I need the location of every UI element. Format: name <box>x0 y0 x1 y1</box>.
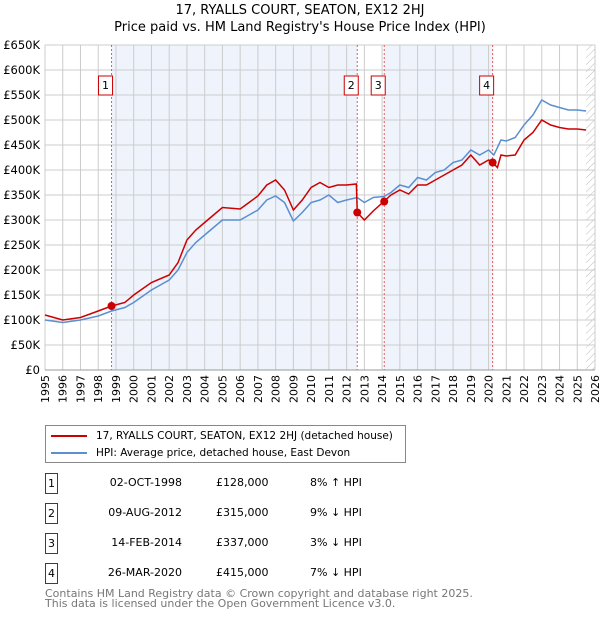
x-tick-label: 2025 <box>571 375 584 403</box>
sale-row: 2 09-AUG-2012 £315,000 9% ↓ HPI <box>45 503 445 524</box>
sale-price: £415,000 <box>216 566 269 579</box>
chart-subtitle: Price paid vs. HM Land Registry's House … <box>114 20 486 35</box>
y-tick-label: £400K <box>3 163 40 177</box>
sale-number: 3 <box>45 533 58 554</box>
y-tick-label: £300K <box>3 213 40 227</box>
x-tick-label: 2026 <box>589 375 600 403</box>
price-chart: 1 2 3 4 1995 1996 1997 1998 1999 2000 2001 2002 2003… <box>3 38 600 403</box>
x-tick-label: 2004 <box>199 375 212 403</box>
sale-point <box>380 197 389 206</box>
y-tick-label: £250K <box>3 238 40 252</box>
x-tick-label: 1995 <box>39 375 52 403</box>
sale-date: 14-FEB-2014 <box>111 536 182 549</box>
footer-line-2: This data is licensed under the Open Gov… <box>45 597 396 610</box>
y-tick-label: £150K <box>3 288 40 302</box>
sale-label: 3 <box>375 79 382 92</box>
sale-number: 4 <box>45 563 58 584</box>
forecast-hatch <box>586 45 595 370</box>
x-tick-label: 2021 <box>500 375 513 403</box>
sale-date: 02-OCT-1998 <box>109 476 182 489</box>
x-tick-label: 2015 <box>394 375 407 403</box>
x-tick-label: 2000 <box>128 375 141 403</box>
x-tick-label: 2016 <box>412 375 425 403</box>
sale-number: 1 <box>45 473 58 494</box>
sale-point <box>107 302 116 310</box>
shaded-ownership-period <box>111 45 358 370</box>
y-tick-label: £450K <box>3 138 40 152</box>
chart-title: 17, RYALLS COURT, SEATON, EX12 2HJ <box>175 3 425 18</box>
sale-label-box <box>370 75 386 96</box>
hpi-line <box>44 98 587 324</box>
footer-line-1: Contains HM Land Registry data © Crown c… <box>45 587 473 600</box>
legend-swatch-hpi <box>51 452 87 454</box>
x-tick-label: 2024 <box>554 375 567 403</box>
x-tick-label: 1998 <box>92 375 105 403</box>
sale-hpi-diff: 7% ↓ HPI <box>310 566 362 579</box>
x-tick-label: 2010 <box>305 375 318 403</box>
x-tick-label: 2019 <box>465 375 478 403</box>
sale-hpi-diff: 9% ↓ HPI <box>310 506 362 519</box>
y-tick-label: £600K <box>3 63 40 77</box>
sale-point <box>488 158 497 167</box>
sale-label: 1 <box>102 79 109 92</box>
x-tick-label: 1996 <box>57 375 70 403</box>
sale-price: £128,000 <box>216 476 269 489</box>
x-tick-label: 2018 <box>447 375 460 403</box>
sale-date: 09-AUG-2012 <box>108 506 182 519</box>
y-tick-label: £650K <box>3 38 40 52</box>
y-tick-label: £0 <box>25 363 40 377</box>
sale-label-box <box>479 75 495 96</box>
sale-hpi-diff: 8% ↑ HPI <box>310 476 362 489</box>
sale-price: £337,000 <box>216 536 269 549</box>
x-tick-label: 2020 <box>483 375 496 403</box>
sale-hpi-diff: 3% ↓ HPI <box>310 536 362 549</box>
y-tick-label: £500K <box>3 113 40 127</box>
x-tick-label: 1999 <box>110 375 123 403</box>
x-tick-label: 2013 <box>358 375 371 403</box>
x-tick-label: 2014 <box>376 375 389 403</box>
x-tick-label: 2005 <box>216 375 229 403</box>
x-tick-label: 2008 <box>270 375 283 403</box>
legend: 17, RYALLS COURT, SEATON, EX12 2HJ (deta… <box>45 425 406 463</box>
x-tick-label: 2022 <box>518 375 531 403</box>
sale-row: 3 14-FEB-2014 £337,000 3% ↓ HPI <box>45 533 445 554</box>
sale-price: £315,000 <box>216 506 269 519</box>
x-tick-label: 2023 <box>536 375 549 403</box>
x-tick-label: 2017 <box>429 375 442 403</box>
footer: Contains HM Land Registry data © Crown c… <box>45 587 473 610</box>
x-tick-label: 2003 <box>181 375 194 403</box>
sale-number: 2 <box>45 503 58 524</box>
x-tick-label: 2007 <box>252 375 265 403</box>
sale-point <box>353 208 362 217</box>
x-tick-label: 2011 <box>323 375 336 403</box>
x-tick-label: 2006 <box>234 375 247 403</box>
y-tick-label: £200K <box>3 263 40 277</box>
sale-row: 1 02-OCT-1998 £128,000 8% ↑ HPI <box>45 473 445 494</box>
property-price-line <box>44 119 587 321</box>
legend-swatch-property <box>51 435 87 437</box>
legend-label-property: 17, RYALLS COURT, SEATON, EX12 2HJ (deta… <box>96 430 393 442</box>
y-tick-label: £550K <box>3 88 40 102</box>
y-tick-label: £50K <box>11 338 41 352</box>
sale-date: 26-MAR-2020 <box>107 566 182 579</box>
sale-row: 4 26-MAR-2020 £415,000 7% ↓ HPI <box>45 563 445 584</box>
y-tick-label: £350K <box>3 188 40 202</box>
shaded-ownership-period <box>384 45 493 370</box>
x-tick-label: 2009 <box>287 375 300 403</box>
sale-label-box <box>343 75 359 96</box>
legend-label-hpi: HPI: Average price, detached house, East… <box>96 447 351 459</box>
sale-label-box <box>98 75 114 96</box>
y-tick-label: £100K <box>3 313 40 327</box>
x-tick-label: 2012 <box>341 375 354 403</box>
sale-label: 4 <box>483 79 490 92</box>
sale-label: 2 <box>348 79 355 92</box>
x-tick-label: 2002 <box>163 375 176 403</box>
x-tick-label: 1997 <box>74 375 87 403</box>
x-tick-label: 2001 <box>145 375 158 403</box>
